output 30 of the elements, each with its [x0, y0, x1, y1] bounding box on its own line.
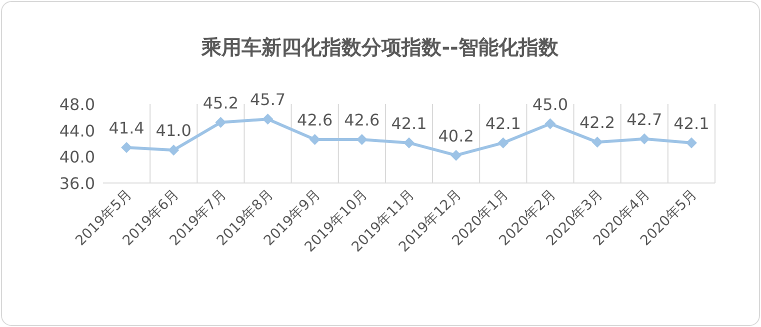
chart-title: 乘用车新四化指数分项指数--智能化指数	[200, 35, 560, 59]
data-label: 42.1	[391, 114, 427, 133]
data-label: 45.2	[202, 93, 239, 112]
point	[168, 144, 180, 156]
data-label: 40.2	[438, 126, 474, 146]
data-label: 45.7	[250, 90, 286, 110]
y-tick-label: 40.0	[59, 148, 95, 167]
point	[121, 142, 132, 153]
point	[215, 116, 226, 128]
data-label: 41.0	[156, 121, 192, 140]
data-label: 42.6	[344, 110, 380, 130]
y-tick-label: 36.0	[59, 174, 95, 193]
y-tick-label: 48.0	[59, 95, 95, 114]
point	[686, 137, 697, 148]
point	[592, 136, 603, 148]
data-label: 42.7	[626, 110, 662, 129]
point	[498, 137, 509, 148]
point	[450, 150, 462, 161]
point	[309, 134, 320, 146]
data-label: 41.4	[108, 118, 144, 138]
data-label: 42.6	[297, 110, 333, 130]
point	[544, 118, 556, 130]
y-tick-label: 44.0	[59, 121, 95, 140]
data-label: 42.1	[485, 114, 521, 133]
data-label: 45.0	[532, 94, 568, 114]
point	[638, 133, 650, 144]
point	[262, 114, 274, 125]
data-label: 42.2	[579, 113, 616, 132]
data-label: 42.1	[674, 114, 710, 133]
point	[404, 137, 414, 148]
